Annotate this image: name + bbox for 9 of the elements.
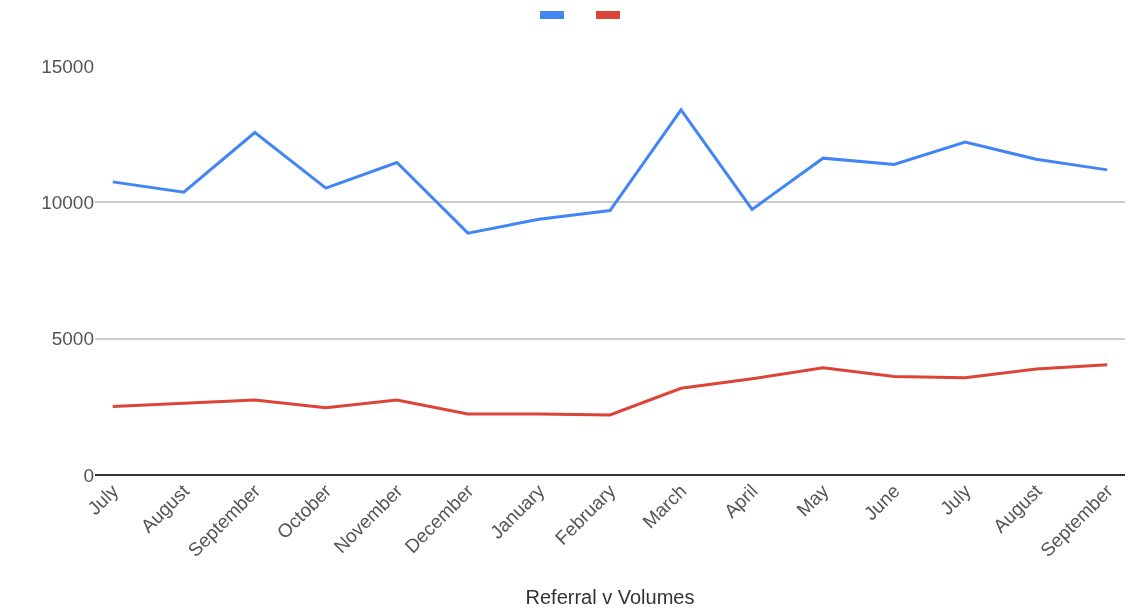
y-tick-label: 0 [83,464,94,486]
x-axis-title: Referral v Volumes [525,586,695,609]
y-tick-label: 5000 [51,328,94,350]
x-tick-label: May [792,479,833,521]
y-tick-label: 10000 [41,191,94,213]
y-tick-label: 15000 [41,55,94,77]
line-series [111,108,1109,235]
x-tick-label: July [935,479,976,519]
line-series [111,363,1109,417]
